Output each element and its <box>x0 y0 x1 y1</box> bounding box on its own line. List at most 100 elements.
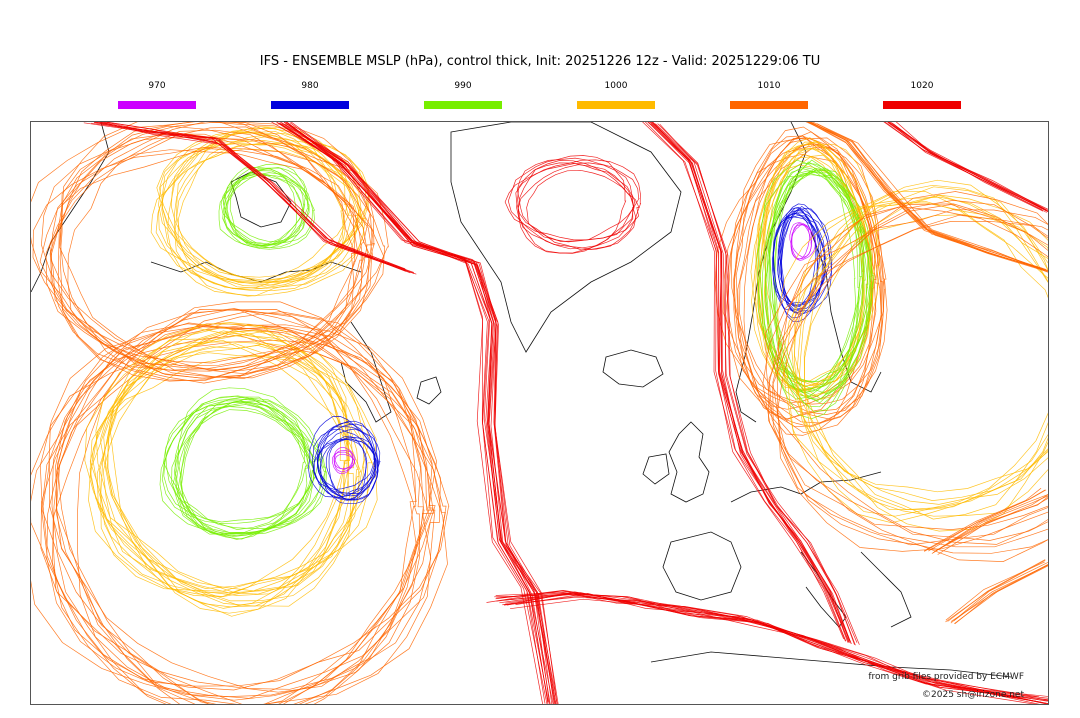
isobar-1020 <box>517 164 637 250</box>
legend-swatch <box>271 101 349 109</box>
legend-item-990: 990 <box>424 80 502 109</box>
coastline-newfoundland <box>416 376 442 405</box>
legend-item-1010: 1010 <box>730 80 808 109</box>
isobar-1020 <box>653 123 855 645</box>
isobar-1000 <box>777 200 1048 511</box>
isobar-1010 <box>45 122 363 372</box>
isobar-970 <box>791 224 813 258</box>
isobar-1020 <box>887 122 1048 210</box>
isobar-1000 <box>785 202 1048 524</box>
legend-label: 970 <box>148 81 166 91</box>
isobar-980 <box>320 435 367 500</box>
isobar-1000 <box>99 339 362 592</box>
isobar-990 <box>226 173 310 247</box>
coastline-north-africa <box>650 651 1012 678</box>
isobar-1020 <box>104 122 405 270</box>
isobar-1000 <box>161 131 362 289</box>
isobar-1020 <box>507 155 627 250</box>
isobar-1010 <box>768 191 1048 548</box>
isobar-1020 <box>287 123 555 704</box>
isobar-1010 <box>945 559 1046 623</box>
legend-item-1000: 1000 <box>577 80 655 109</box>
isobar-1020 <box>97 122 408 272</box>
isobar-1010 <box>934 496 1048 552</box>
copyright-credit: ©2025 sh@irizone.net <box>922 690 1024 700</box>
isobar-990 <box>163 395 316 523</box>
isobar-1010 <box>31 339 441 704</box>
legend-item-1020: 1020 <box>883 80 961 109</box>
isobar-980 <box>311 428 376 490</box>
coastline-italy <box>800 551 847 628</box>
isobar-1010 <box>55 334 435 704</box>
isobar-1000 <box>756 148 864 386</box>
isobar-990 <box>163 400 305 530</box>
isobar-990 <box>762 162 875 382</box>
isobar-1020 <box>276 122 549 703</box>
isobar-1000 <box>88 326 359 598</box>
legend-item-980: 980 <box>271 80 349 109</box>
legend-swatch <box>730 101 808 109</box>
coastline-iceland <box>602 349 664 388</box>
legend-label: 1010 <box>757 81 781 91</box>
isobar-1020 <box>510 598 1048 704</box>
isobar-1010 <box>31 309 432 697</box>
isobar-1020 <box>289 122 557 704</box>
isobar-1020 <box>99 122 417 275</box>
coastline-greenland <box>450 122 682 353</box>
isobar-1010 <box>776 204 1048 530</box>
isobar-1000 <box>155 128 346 292</box>
legend-item-970: 970 <box>118 80 196 109</box>
isobar-1020 <box>503 593 1048 704</box>
isobar-1010 <box>808 122 1048 273</box>
isobar-1000 <box>92 330 345 592</box>
isobar-1010 <box>811 122 1048 272</box>
isobar-980 <box>328 438 377 501</box>
isobar-990 <box>225 166 305 246</box>
isobar-1010 <box>772 200 1048 554</box>
isobar-1010 <box>805 122 1043 270</box>
legend-swatch <box>883 101 961 109</box>
isobar-1010 <box>923 487 1042 552</box>
isobar-1010 <box>950 562 1048 624</box>
isobar-1020 <box>486 590 1040 698</box>
isobar-1010 <box>776 203 1048 546</box>
isobar-1020 <box>285 124 558 704</box>
isobar-980 <box>772 212 827 311</box>
isobar-1020 <box>891 122 1048 213</box>
isobar-1010 <box>57 125 372 382</box>
legend-label: 990 <box>454 81 472 91</box>
isobar-1010 <box>32 146 374 379</box>
isobar-980 <box>317 428 376 494</box>
isobar-1000 <box>167 131 353 297</box>
isobar-1010 <box>59 136 389 367</box>
isobar-970 <box>334 453 356 470</box>
legend-swatch <box>577 101 655 109</box>
isobar-990 <box>165 401 309 540</box>
data-source-credit: from grib files provided by ECMWF <box>868 672 1024 682</box>
isobar-1020 <box>895 122 1048 213</box>
isobar-970 <box>790 223 812 260</box>
legend-swatch <box>424 101 502 109</box>
isobar-1010 <box>725 126 882 420</box>
isobar-990 <box>229 173 304 246</box>
legend-label: 1000 <box>604 81 628 91</box>
isobar-1010 <box>49 324 437 704</box>
isobar-1010 <box>947 559 1046 622</box>
isobar-1020 <box>516 162 635 254</box>
isobar-1010 <box>51 311 417 704</box>
isobar-1000 <box>171 142 353 278</box>
isobar-990 <box>171 397 326 529</box>
isobar-990 <box>159 395 315 535</box>
isobar-990 <box>177 387 321 533</box>
isobar-990 <box>765 159 857 383</box>
isobar-1000 <box>89 330 365 593</box>
isobar-1020 <box>655 123 856 646</box>
isobar-970 <box>332 451 354 475</box>
isobar-1010 <box>52 309 448 704</box>
isobar-1010 <box>743 131 883 428</box>
isobar-ensemble <box>31 122 1048 704</box>
coastline-norway <box>735 122 807 423</box>
isobar-1000 <box>176 148 361 287</box>
isobar-990 <box>180 396 309 534</box>
isobar-1020 <box>290 122 558 704</box>
